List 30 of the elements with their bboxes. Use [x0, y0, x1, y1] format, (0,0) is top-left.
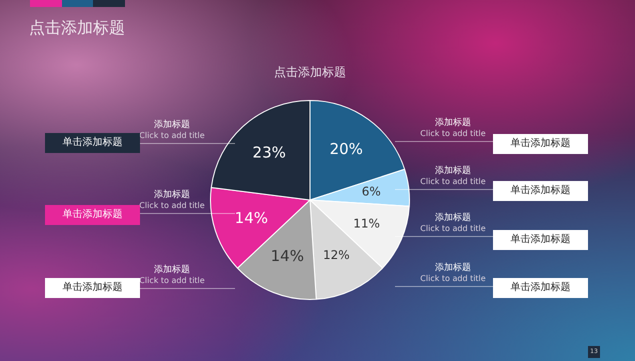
text: 添加标题	[153, 265, 191, 276]
text: Click to add title	[419, 274, 487, 284]
text: 添加标题	[153, 120, 191, 131]
text: Click to add title	[138, 201, 206, 211]
text: Click to add title	[138, 131, 206, 141]
text: 单击添加标题	[45, 278, 140, 298]
text: 添加标题	[434, 263, 472, 274]
data-label: 23%	[252, 144, 286, 162]
text: 添加标题	[153, 190, 191, 201]
text: 单击添加标题	[493, 134, 588, 154]
data-label: 14%	[234, 208, 268, 227]
data-label: 20%	[330, 140, 363, 158]
data-label: 12%	[322, 248, 350, 262]
text: 单击添加标题	[493, 230, 588, 250]
data-label: 14%	[270, 247, 304, 266]
text: Click to add title	[138, 276, 206, 286]
text: 添加标题	[434, 118, 472, 129]
text: 添加标题	[434, 213, 472, 224]
text: Click to add title	[419, 129, 487, 139]
text: 添加标题	[434, 166, 472, 177]
text: Click to add title	[419, 224, 487, 234]
data-label: 11%	[353, 216, 380, 231]
text: 单击添加标题	[493, 181, 588, 201]
text: 单击添加标题	[45, 133, 140, 153]
text: 单击添加标题	[493, 278, 588, 298]
text: 单击添加标题	[45, 205, 140, 225]
chart-subtitle: 点击添加标题	[273, 64, 347, 81]
text: Click to add title	[419, 177, 487, 187]
data-label: 6%	[362, 184, 381, 198]
text: 点击添加标题	[29, 18, 125, 39]
